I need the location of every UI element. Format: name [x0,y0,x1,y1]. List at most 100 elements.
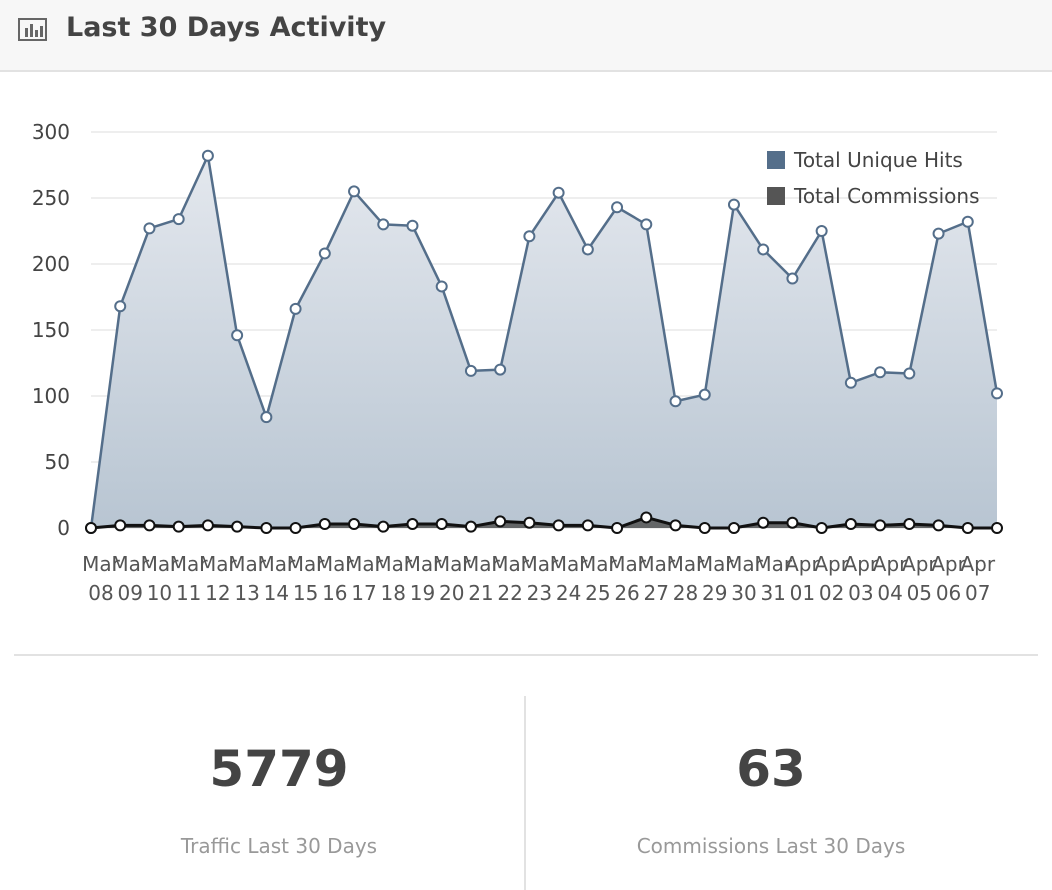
point [991,522,1003,534]
point [406,219,419,232]
point [289,522,302,534]
header: Last 30 Days Activity [0,0,1052,72]
divider [524,696,526,890]
point [640,218,653,231]
point [903,367,916,380]
x-tick-label: Mar 24 [549,552,588,605]
point [874,519,887,532]
point [903,518,916,531]
divider [14,654,1038,656]
point [201,519,214,532]
x-tick-label: Mar 14 [257,552,296,605]
y-tick-label: 250 [32,186,70,210]
y-tick-label: 50 [45,450,70,474]
point [727,198,740,211]
y-tick-label: 100 [32,384,70,408]
x-tick-label: Mar 11 [169,552,208,605]
point [815,522,828,534]
point [172,213,185,226]
x-tick-label: Mar 08 [82,552,120,605]
stat: 5779 Traffic Last 30 Days [29,740,529,858]
point [201,149,214,162]
point [260,522,273,534]
point [844,376,857,389]
stat-label: Traffic Last 30 Days [180,834,378,858]
line [89,154,999,529]
x-tick-label: Mar 10 [140,552,179,605]
point [786,516,799,529]
point [698,388,711,401]
point [318,247,331,260]
point [114,519,127,532]
point [231,520,244,533]
x-tick-label: Apr 02 [814,552,849,605]
point [435,518,448,531]
x-tick-label: Mar 22 [491,552,530,605]
point [464,364,477,377]
point [523,230,536,243]
point [640,511,653,524]
point [260,411,273,424]
point [698,522,711,534]
legend-label: Total Unique Hits [793,148,963,172]
x-tick-label: Mar 23 [520,552,559,605]
chart-icon [18,18,47,41]
x-tick-label: Mar 26 [608,552,646,605]
point [435,280,448,293]
point [464,520,477,533]
point [757,243,770,256]
point [406,518,419,531]
y-tick-label: 300 [32,120,70,144]
point [143,222,156,235]
legend-swatch [767,187,785,205]
x-tick-label: Mar 25 [578,552,617,605]
stat: 63 Commissions Last 30 Days [521,740,1021,858]
x-tick-label: Mar 16 [315,552,354,605]
point [114,300,127,313]
x-tick-label: Mar 27 [637,552,676,605]
point [377,218,390,231]
point [348,185,361,198]
point [581,519,594,532]
point [932,227,945,240]
point [143,519,156,532]
point [318,518,331,531]
title: Last 30 Days Activity [66,12,387,43]
legend-label: Total Commissions [793,184,980,208]
point [961,215,974,228]
stat-value: 63 [736,740,806,798]
point [932,519,945,532]
x-tick-label: Mar 29 [695,552,734,605]
x-tick-label: Mar 09 [111,552,150,605]
area [91,155,997,528]
x-tick-label: Apr 07 [960,552,996,605]
x-tick-label: Mar 30 [725,552,763,605]
x-tick-label: Apr 04 [872,552,908,605]
x-tick-label: Mar 21 [462,552,500,605]
stat-label: Commissions Last 30 Days [636,834,906,858]
point [552,519,565,532]
x-tick-label: Apr 05 [902,552,937,605]
chart: 0 50 100 150 200 250 300 Total Unique Hits Total… [32,120,1003,540]
point [815,225,828,237]
point [581,243,594,256]
point [85,522,97,534]
x-tick-label: Apr 03 [843,552,879,605]
point [289,302,302,315]
stat-value: 5779 [209,740,349,798]
x-tick-label: Mar 18 [374,552,413,605]
point [348,518,361,531]
y-tick-label: 150 [32,318,70,342]
point [727,522,740,534]
x-tick-label: Mar 13 [228,552,266,605]
point [669,519,682,532]
y-tick-label: 0 [57,516,70,540]
point [611,201,624,214]
point [494,515,507,528]
x-tick-label: Apr 01 [785,552,820,605]
point [757,516,770,529]
x-tick-label: Mar 19 [403,552,442,605]
x-tick-label: Mar 12 [199,552,237,605]
point [172,520,185,533]
